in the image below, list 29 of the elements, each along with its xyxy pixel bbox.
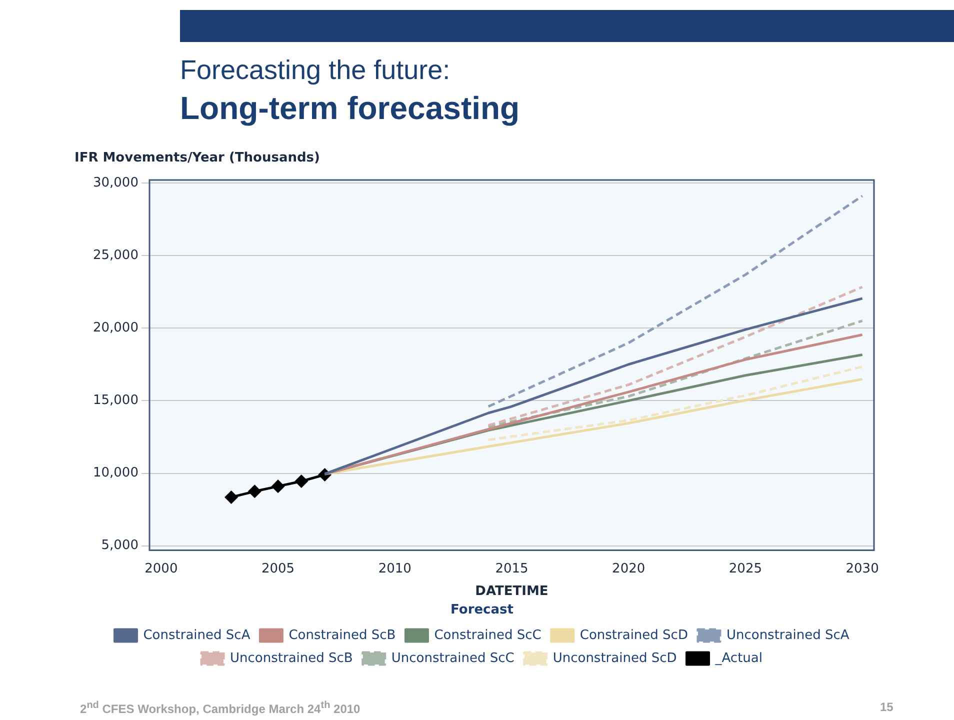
x-tick-label: 2015	[495, 561, 528, 576]
x-tick-label: 2010	[378, 561, 412, 576]
y-tick-label: 20,000	[92, 320, 138, 336]
y-tick-label: 30,000	[92, 175, 138, 190]
legend-label: Constrained ScA	[143, 628, 250, 643]
legend-label: Unconstrained ScD	[552, 650, 677, 666]
y-tick-label: 15,000	[92, 393, 138, 408]
text: 15	[880, 700, 894, 714]
x-tick-label: 2000	[144, 561, 178, 576]
y-axis-title: IFR Movements/Year (Thousands)	[74, 150, 320, 166]
chart-title: Forecasting the future:	[180, 55, 450, 86]
y-tick-label: 10,000	[92, 466, 138, 481]
x-tick-label: 2005	[261, 561, 295, 576]
x-tick-label: 2020	[612, 561, 646, 576]
legend-title: Forecast	[450, 602, 514, 618]
x-tick-label: 2030	[846, 561, 879, 576]
legend-label: Unconstrained ScA	[726, 628, 850, 643]
legend-label: Constrained ScC	[434, 628, 542, 643]
x-tick-label: 2025	[728, 561, 762, 576]
y-tick-label: 25,000	[92, 248, 138, 263]
y-tick-label: 5,000	[101, 538, 138, 554]
chart-subtitle: Long-term forecasting	[180, 90, 520, 127]
legend-label: Unconstrained ScB	[230, 650, 353, 666]
x-axis-title: DATETIME	[475, 584, 548, 599]
legend-label: Constrained ScD	[580, 628, 688, 643]
legend-label: _Actual	[714, 650, 762, 666]
text: 2$^{nd}$ CFES Workshop, Cambridge March 24$^{th}$ 2010	[80, 700, 360, 716]
legend-label: Unconstrained ScC	[391, 650, 514, 666]
legend-label: Constrained ScB	[288, 628, 396, 643]
